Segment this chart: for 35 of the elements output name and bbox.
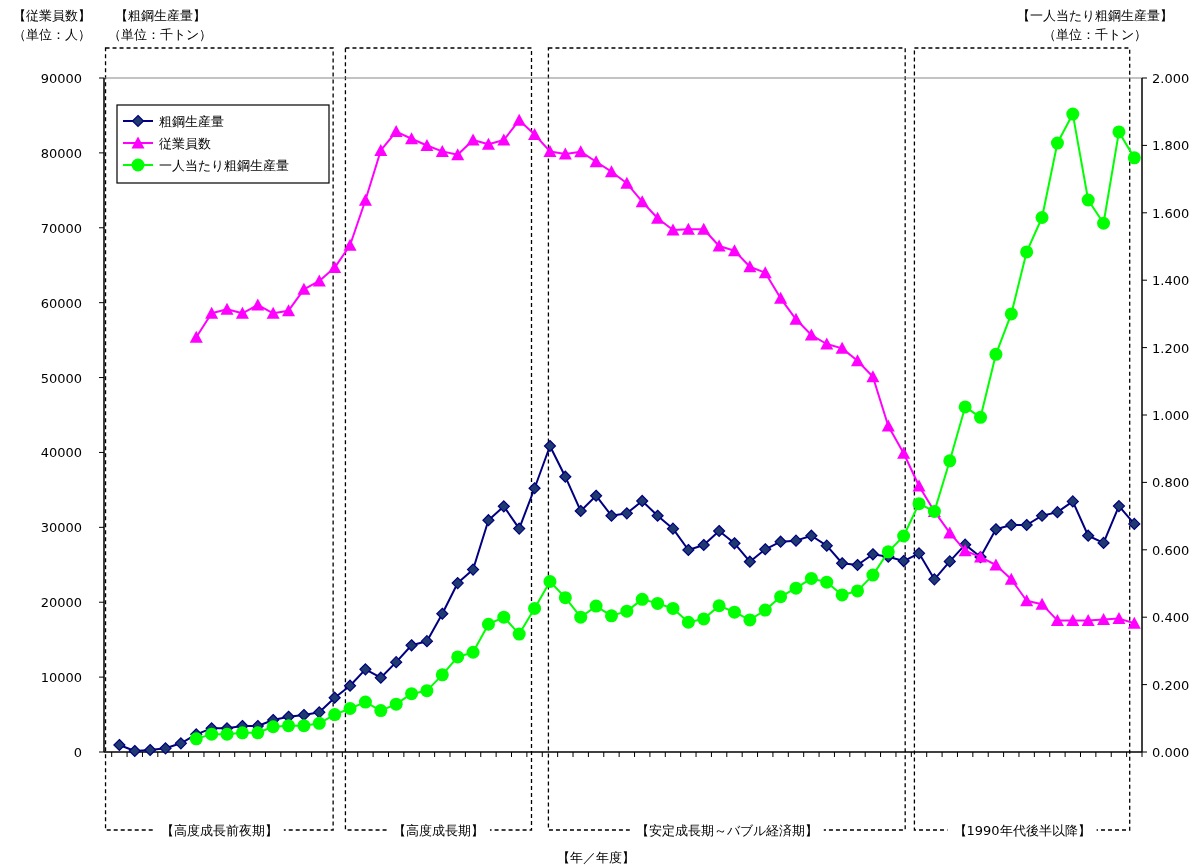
y2-tick-label: 0.800 <box>1152 475 1190 491</box>
y-tick-label: 0 <box>73 745 82 760</box>
y2-tick-label: 1.800 <box>1152 138 1190 154</box>
y2-tick-label: 0.400 <box>1152 610 1190 626</box>
y-tick-label: 10000 <box>40 670 82 686</box>
y-tick-label: 80000 <box>40 145 82 161</box>
legend-label: 一人当たり粗鋼生産量 <box>159 158 289 173</box>
y-tick-label: 20000 <box>40 595 82 611</box>
y-axis-title: 【従業員数】 <box>13 8 91 23</box>
text: （単位：人） <box>13 27 91 42</box>
y2-axis-title: 【一人当たり粗鋼生産量】 <box>1017 8 1173 23</box>
legend-label: 従業員数 <box>159 136 211 151</box>
y-tick-label: 40000 <box>40 445 82 461</box>
y-tick-label: 60000 <box>40 295 82 311</box>
y-tick-label: 70000 <box>40 220 82 236</box>
y-tick-label: 50000 <box>40 370 82 386</box>
y2-tick-label: 1.400 <box>1152 273 1190 289</box>
period-label: 【1990年代後半以降】 <box>953 823 1091 838</box>
y2-tick-label: 2.000 <box>1152 71 1190 86</box>
y2-tick-label: 0.600 <box>1152 542 1190 558</box>
text: （単位：千トン） <box>1043 27 1147 42</box>
text: （単位：千トン） <box>108 27 212 42</box>
y-tick-label: 30000 <box>40 520 82 536</box>
text: 【年／年度】 <box>557 850 635 865</box>
period-label: 【高度成長前夜期】 <box>160 823 278 838</box>
period-label: 【高度成長期】 <box>392 823 484 838</box>
period-label: 【安定成長期～バブル経済期】 <box>635 823 818 838</box>
y2-tick-label: 1.600 <box>1152 205 1190 221</box>
y2-tick-label: 0.200 <box>1152 677 1190 693</box>
y2-tick-label: 0.000 <box>1152 745 1190 760</box>
y2-tick-label: 1.000 <box>1152 408 1190 423</box>
text: 【粗鋼生産量】 <box>114 8 206 23</box>
y2-tick-label: 1.200 <box>1152 340 1190 356</box>
legend-label: 粗鋼生産量 <box>159 114 224 129</box>
y-tick-label: 90000 <box>40 71 82 86</box>
